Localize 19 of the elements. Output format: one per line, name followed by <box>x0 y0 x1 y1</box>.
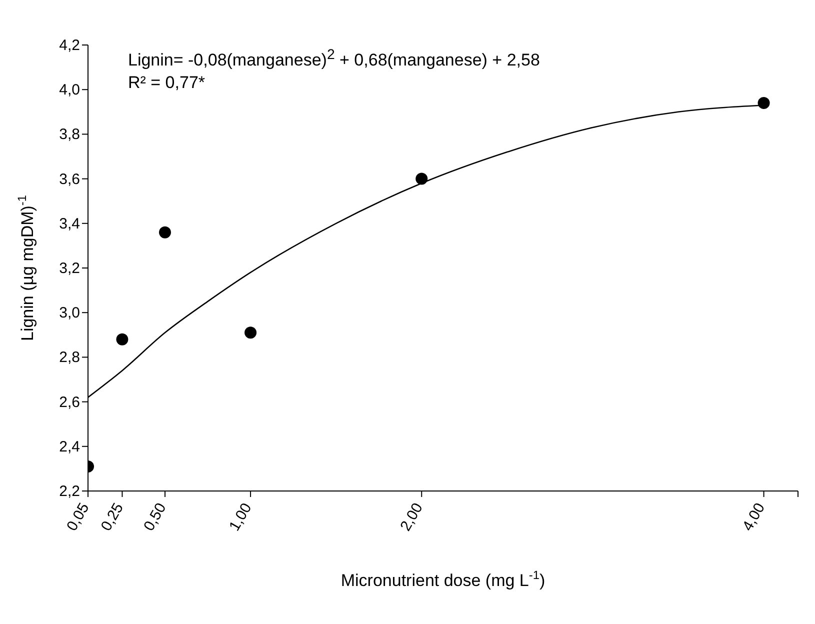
y-tick-label: 2,4 <box>59 438 80 456</box>
y-tick-label: 3,6 <box>59 170 80 188</box>
x-axis-title: Micronutrient dose (mg L$^{-1}$) <box>340 568 546 590</box>
y-tick-label: 3,8 <box>59 126 80 144</box>
point <box>416 172 428 185</box>
point <box>758 96 770 109</box>
y-tick-label: 3,2 <box>59 260 80 277</box>
y-tick-label: 2,8 <box>59 349 80 366</box>
y-tick-label: 2,2 <box>59 483 80 500</box>
point <box>116 333 128 346</box>
y-tick-label: 3,4 <box>59 215 80 232</box>
point <box>244 326 257 339</box>
y-tick-label: 2,6 <box>59 394 80 411</box>
y-tick-label: 4,2 <box>59 37 80 54</box>
annotation: R² = 0,77* <box>128 72 206 94</box>
y-tick-label: 4,0 <box>59 82 80 99</box>
point <box>158 226 171 238</box>
annotation: Lignin= -0,08(manganese)$^{2}$ + 0,68(manganese) + 2,58 <box>128 46 540 72</box>
y-tick-label: 3,0 <box>59 304 80 322</box>
